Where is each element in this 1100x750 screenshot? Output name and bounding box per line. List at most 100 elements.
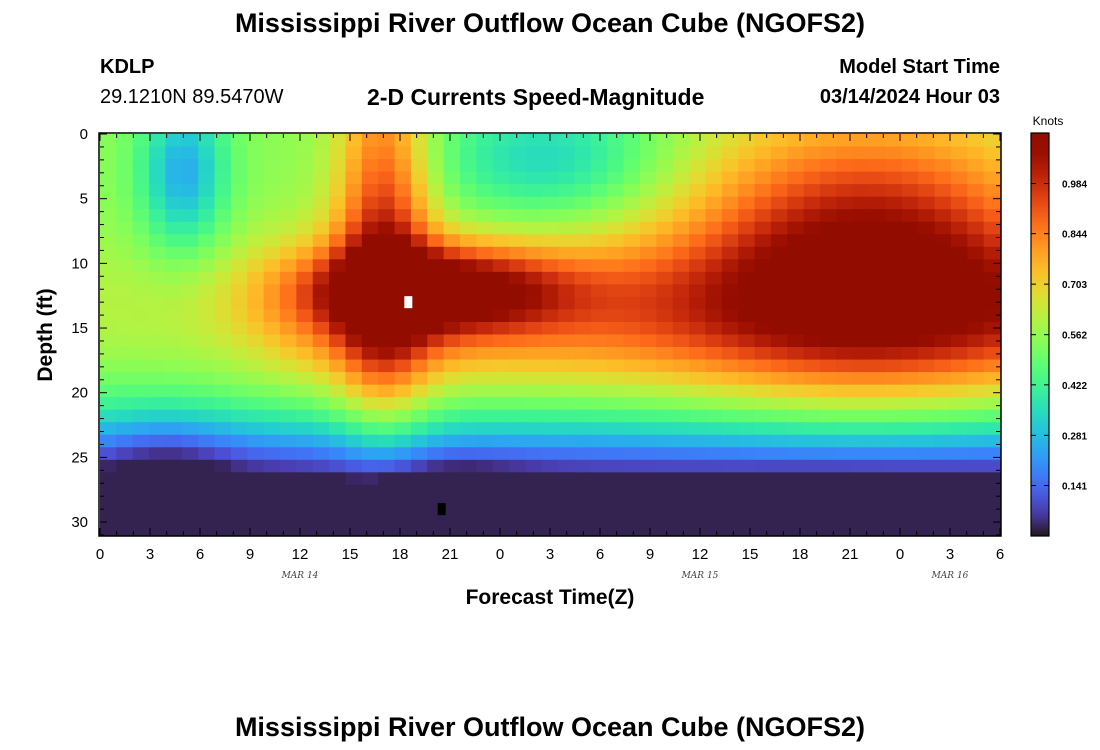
heatmap-cell	[476, 171, 494, 185]
heatmap-cell	[901, 472, 919, 486]
heatmap-cell	[574, 459, 592, 473]
heatmap-cell	[345, 359, 363, 373]
heatmap-cell	[787, 246, 805, 260]
heatmap-cell	[230, 184, 248, 198]
heatmap-cell	[836, 221, 854, 235]
heatmap-cell	[885, 134, 903, 148]
heatmap-cell	[770, 522, 788, 536]
heatmap-cell	[721, 334, 739, 348]
x-tick-label: 3	[546, 546, 554, 563]
heatmap-cell	[869, 234, 887, 248]
heatmap-cell	[705, 522, 723, 536]
heatmap-cell	[181, 509, 199, 524]
heatmap-cell	[950, 234, 968, 248]
heatmap-cell	[869, 397, 887, 411]
heatmap-cell	[852, 321, 870, 336]
heatmap-cell	[787, 397, 805, 411]
heatmap-cell	[427, 309, 445, 323]
heatmap-cell	[132, 209, 150, 223]
heatmap-cell	[296, 134, 314, 148]
heatmap-cell	[525, 522, 543, 536]
heatmap-cell	[705, 296, 723, 311]
y-tick-label: 5	[80, 191, 88, 208]
heatmap-cell	[836, 447, 854, 461]
heatmap-cell	[918, 221, 936, 235]
heatmap-cell	[656, 134, 674, 148]
heatmap-cell	[214, 359, 232, 373]
heatmap-cell	[329, 522, 347, 536]
heatmap-cell	[165, 146, 183, 160]
heatmap-cell	[918, 296, 936, 311]
heatmap-cell	[329, 296, 347, 311]
heatmap-cell	[607, 171, 625, 185]
heatmap-cell	[901, 146, 919, 160]
heatmap-cell	[460, 459, 477, 473]
heatmap-cell	[852, 409, 870, 423]
heatmap-cell	[721, 497, 739, 511]
heatmap-cell	[934, 422, 952, 436]
heatmap-cell	[329, 372, 347, 386]
heatmap-cell	[721, 196, 739, 210]
heatmap-cell	[230, 234, 248, 248]
heatmap-cell	[280, 284, 297, 298]
heatmap-cell	[803, 196, 821, 210]
heatmap-cell	[116, 271, 134, 285]
heatmap-cell	[787, 447, 805, 461]
heatmap-cell	[427, 459, 445, 473]
heatmap-cell	[312, 484, 330, 499]
heatmap-cell	[394, 134, 412, 148]
heatmap-cell	[525, 259, 543, 273]
heatmap-cell	[918, 134, 936, 148]
heatmap-cell	[901, 134, 919, 148]
heatmap-cell	[656, 196, 674, 210]
heatmap-cell	[967, 146, 985, 160]
heatmap-cell	[770, 184, 788, 198]
heatmap-cell	[165, 372, 183, 386]
heatmap-cell	[934, 184, 952, 198]
heatmap-cell	[198, 184, 216, 198]
heatmap-cell	[558, 321, 576, 336]
heatmap-cell	[607, 384, 625, 398]
heatmap-cell	[918, 184, 936, 198]
heatmap-cell	[132, 472, 150, 486]
heatmap-cell	[525, 234, 543, 248]
heatmap-cell	[983, 434, 1001, 448]
heatmap-cell	[869, 146, 887, 160]
heatmap-cell	[820, 259, 837, 273]
heatmap-cell	[443, 284, 461, 298]
heatmap-cell	[410, 184, 428, 198]
heatmap-cell	[836, 284, 854, 298]
heatmap-cell	[378, 372, 396, 386]
heatmap-cell	[361, 234, 379, 248]
heatmap-cell	[820, 384, 837, 398]
heatmap-cell	[869, 484, 887, 499]
heatmap-cell	[689, 284, 707, 298]
heatmap-cell	[525, 146, 543, 160]
heatmap-cell	[672, 434, 690, 448]
heatmap-cell	[329, 259, 347, 273]
heatmap-cell	[738, 522, 756, 536]
heatmap-cell	[378, 221, 396, 235]
heatmap-cell	[509, 209, 527, 223]
heatmap-cell	[950, 397, 968, 411]
heatmap-cell	[689, 146, 707, 160]
heatmap-cell	[770, 384, 788, 398]
heatmap-cell	[410, 472, 428, 486]
heatmap-cell	[983, 409, 1001, 423]
heatmap-cell	[656, 234, 674, 248]
heatmap-cell	[149, 509, 167, 524]
heatmap-cell	[525, 422, 543, 436]
heatmap-cell	[852, 146, 870, 160]
heatmap-cell	[116, 522, 134, 536]
heatmap-cell	[770, 134, 788, 148]
y-tick-label: 15	[71, 320, 88, 337]
heatmap-cell	[640, 347, 657, 361]
heatmap-cell	[198, 422, 216, 436]
heatmap-cell	[738, 221, 756, 235]
heatmap-cell	[721, 159, 739, 173]
heatmap-cell	[345, 171, 363, 185]
date-label: MAR 14	[281, 571, 319, 581]
heatmap-cell	[361, 221, 379, 235]
heatmap-cell	[574, 472, 592, 486]
heatmap-cell	[198, 472, 216, 486]
